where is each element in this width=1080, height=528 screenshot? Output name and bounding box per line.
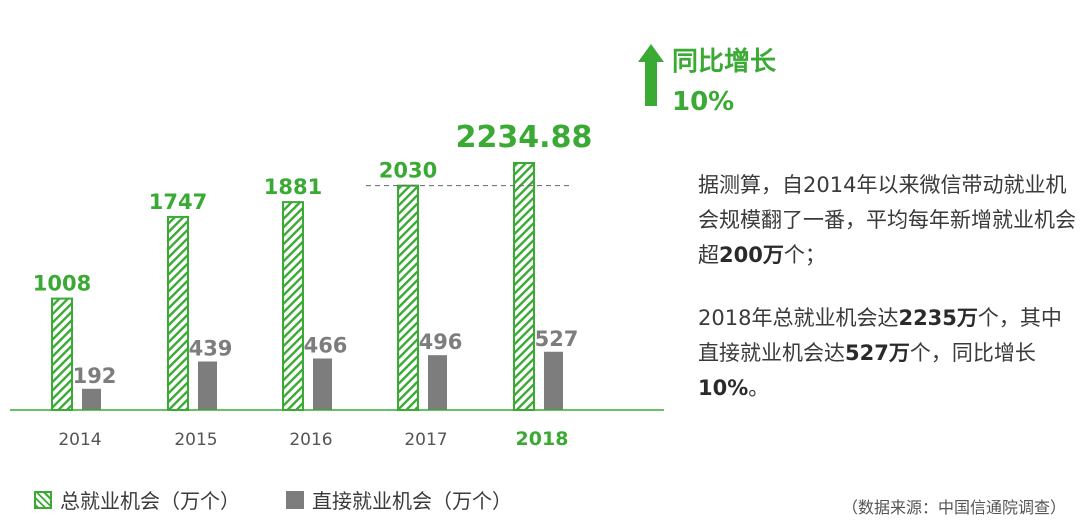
label-total-2018: 2234.88 bbox=[456, 120, 593, 155]
label-direct-2017: 496 bbox=[419, 330, 463, 354]
bar-direct-2018 bbox=[544, 351, 563, 410]
x-tick-2016: 2016 bbox=[289, 430, 332, 450]
x-tick-2015: 2015 bbox=[174, 430, 217, 450]
bar-chart: 1008 192 2014 1747 439 2015 1881 466 2016 2030 496… bbox=[10, 120, 664, 450]
up-arrow-icon bbox=[638, 44, 664, 106]
bar-total-2018 bbox=[513, 162, 535, 411]
bar-total-2017 bbox=[397, 184, 419, 411]
x-tick-2014: 2014 bbox=[58, 430, 101, 450]
data-source: （数据来源：中国信通院调查） bbox=[841, 498, 1066, 517]
bar-direct-2017 bbox=[428, 355, 447, 410]
note-text: 2018年总就业机会达 bbox=[698, 306, 899, 330]
note-paragraph-1: 据测算，自2014年以来微信带动就业机会规模翻了一番，平均每年新增就业机会超20… bbox=[698, 168, 1076, 273]
bar-direct-2016 bbox=[313, 358, 332, 410]
note-text: 个，同比增长 bbox=[909, 341, 1036, 365]
legend-item-direct: 直接就业机会（万个） bbox=[286, 485, 512, 514]
note-bold: 10% bbox=[698, 376, 749, 400]
legend-swatch-total bbox=[34, 490, 52, 509]
note-text: 据测算，自2014年以来微信带动就业机会规模翻了一番，平均每年新增就业机会超 bbox=[698, 173, 1076, 267]
note-paragraph-2: 2018年总就业机会达2235万个，其中直接就业机会达527万个，同比增长 10%… bbox=[698, 301, 1076, 406]
note-bold: 2235万 bbox=[898, 306, 978, 330]
label-direct-2014: 192 bbox=[73, 364, 117, 388]
label-direct-2016: 466 bbox=[304, 333, 348, 357]
label-total-2015: 1747 bbox=[149, 190, 207, 214]
legend-swatch-direct bbox=[286, 490, 304, 509]
notes-text: 据测算，自2014年以来微信带动就业机会规模翻了一番，平均每年新增就业机会超20… bbox=[698, 168, 1076, 406]
note-text: 。 bbox=[748, 376, 770, 400]
label-direct-2015: 439 bbox=[189, 336, 233, 360]
legend-label-direct: 直接就业机会（万个） bbox=[312, 489, 512, 513]
bar-direct-2015 bbox=[198, 361, 217, 410]
label-direct-2018: 527 bbox=[535, 327, 579, 351]
label-total-2014: 1008 bbox=[33, 272, 91, 296]
growth-value: 10% bbox=[672, 87, 735, 117]
bar-total-2016 bbox=[282, 201, 304, 411]
note-text: 个； bbox=[783, 243, 826, 267]
legend-label-total: 总就业机会（万个） bbox=[60, 489, 240, 513]
legend-item-total: 总就业机会（万个） bbox=[34, 485, 240, 514]
growth-label: 同比增长 bbox=[672, 47, 777, 77]
bar-direct-2014 bbox=[82, 388, 101, 410]
label-total-2016: 1881 bbox=[264, 175, 322, 199]
note-text: 个，其中直接就业机会达 bbox=[698, 306, 1062, 365]
bar-total-2015 bbox=[167, 215, 189, 411]
bar-total-2014 bbox=[51, 297, 73, 412]
legend: 总就业机会（万个） 直接就业机会（万个） bbox=[34, 485, 558, 514]
x-tick-2018: 2018 bbox=[516, 428, 569, 450]
label-total-2017: 2030 bbox=[379, 159, 437, 183]
x-tick-2017: 2017 bbox=[404, 430, 447, 450]
note-bold: 527万 bbox=[845, 341, 910, 365]
note-bold: 200万 bbox=[719, 243, 784, 267]
